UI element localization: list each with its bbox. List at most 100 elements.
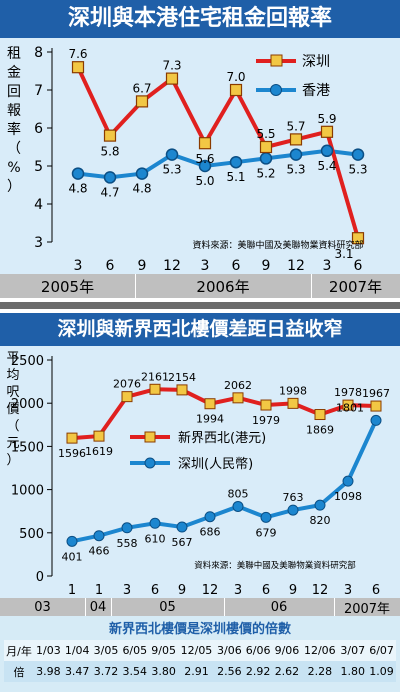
ratio-month: 9/06: [274, 644, 300, 657]
nt-data-label: 2062: [224, 379, 252, 392]
sz-data-label: 7.0: [226, 70, 245, 84]
legend-sz-label: 深圳(人民幣): [178, 457, 253, 472]
y-tick-label: 7: [34, 83, 43, 99]
sz-data-label: 5.5: [256, 127, 275, 141]
y-axis-label-char: 均: [6, 368, 19, 383]
x-tick-label: 6: [232, 258, 241, 274]
ratio-month: 12/05: [180, 644, 213, 657]
sz-data-label: 6.7: [132, 81, 151, 95]
sz-data-label: 7.6: [68, 47, 87, 61]
ratio-value: 2.91: [184, 665, 209, 678]
ratio-month: 1/04: [64, 644, 90, 657]
hk-point: [103, 171, 117, 184]
y-axis-label-char: 元: [6, 436, 19, 451]
y-tick-label: 4: [34, 197, 43, 213]
sz-point: [165, 72, 179, 85]
nt-point: [314, 409, 326, 421]
legend-nt-label: 新界西北(港元): [178, 430, 266, 446]
x-tick-label: 6: [354, 258, 363, 274]
sz-data-label: 558: [117, 537, 138, 550]
nt-point: [342, 399, 354, 411]
nt-point: [93, 430, 105, 442]
hk-data-label: 5.1: [226, 170, 245, 184]
sz-point: [71, 61, 85, 74]
legend-nt-marker: [144, 431, 156, 443]
nt-data-label: 2161: [141, 370, 169, 383]
hk-point: [71, 167, 85, 180]
hk-data-label: 5.2: [256, 166, 275, 180]
top-chart: 租金回報率 （% ） 3 4 5 6 7 8 3 6 9 12 3 6 9 12 3 6 4.8 4.7 4.8 5.3 5.…: [7, 45, 368, 274]
ratio-value: 3.72: [93, 665, 119, 678]
y-axis-label-char: （: [6, 419, 19, 434]
hk-point: [229, 155, 243, 169]
sz-point: [149, 517, 161, 529]
y-axis-label-char: 報: [7, 103, 21, 119]
ratio-value: 3.98: [36, 665, 61, 678]
year-separator: [111, 598, 112, 616]
year-2007: 2007年: [343, 601, 391, 617]
nt-data-label: 1596: [58, 447, 86, 460]
x-tick-label: 3: [344, 583, 352, 598]
year-separator: [311, 274, 312, 298]
ratio-month: 6/05: [122, 644, 148, 657]
nt-data-label: 1619: [85, 445, 113, 458]
nt-point: [260, 399, 272, 411]
y-tick-label: 2500: [11, 354, 44, 369]
panel-divider: [0, 302, 400, 309]
y-axis-label-char: ）: [7, 179, 21, 195]
nt-data-label: 1994: [196, 413, 224, 426]
ratio-value: 3.47: [64, 665, 90, 678]
hk-point: [259, 152, 273, 165]
y-tick-label: 0: [36, 570, 44, 585]
top-title-bar: 深圳與本港住宅租金回報率: [0, 0, 400, 38]
bottom-chart-area: [0, 346, 400, 598]
hk-point: [165, 148, 179, 161]
ratio-row-values: 倍 3.98 3.47 3.72 3.54 3.80 2.91 2.56 2.9…: [4, 661, 396, 682]
ratio-value: 1.09: [369, 665, 394, 678]
x-tick-label: 6: [372, 583, 380, 598]
year-03: 03: [34, 599, 51, 615]
sz-point: [103, 129, 117, 142]
nt-data-label: 1998: [279, 384, 307, 397]
sz-data-label: 763: [283, 491, 304, 504]
y-axis-label-char: 金: [7, 65, 21, 81]
sz-point: [342, 475, 354, 487]
sz-data-label: 5.6: [195, 152, 214, 166]
hk-point: [198, 159, 212, 173]
bottom-chart-title: 深圳與新界西北樓價差距日益收窄: [57, 318, 343, 340]
sz-point: [320, 125, 334, 138]
source-note: 資料來源：美聯中國及美聯物業資料研究部: [192, 239, 363, 251]
nt-point: [287, 397, 299, 409]
sz-point: [232, 500, 244, 512]
x-tick-label: 6: [106, 258, 115, 274]
ratio-value: 3.80: [151, 665, 176, 678]
sz-point: [259, 140, 273, 154]
nt-point: [149, 383, 161, 395]
sz-point: [66, 535, 78, 547]
bottom-title-bar: 深圳與新界西北樓價差距日益收窄: [0, 313, 400, 346]
x-tick-label: 1: [68, 583, 76, 598]
hk-point: [351, 148, 365, 161]
y-tick-label: 6: [34, 121, 43, 137]
sz-data-label: 567: [172, 536, 193, 549]
y-tick-label: 1000: [11, 484, 44, 499]
hk-data-label: 4.8: [68, 182, 87, 196]
y-axis-label-char: 租: [7, 46, 21, 62]
y-axis-label-char: （: [7, 141, 21, 157]
bottom-year-bar: 03 04 05 06 2007年: [0, 598, 400, 617]
legend-sz-label: 深圳: [302, 54, 330, 70]
year-05: 05: [159, 599, 176, 615]
hk-series-line: [77, 148, 359, 180]
sz-point: [176, 521, 188, 533]
x-tick-label: 9: [289, 583, 297, 598]
legend-hk-label: 香港: [302, 83, 330, 99]
nt-point: [66, 432, 78, 444]
sz-point: [260, 511, 272, 523]
ratio-month: 1/03: [36, 644, 61, 657]
hk-data-label: 4.7: [100, 185, 119, 199]
sz-data-label: 1098: [334, 490, 362, 503]
hk-point: [320, 144, 334, 158]
ratio-month: 3/06: [217, 644, 242, 657]
hk-data-label: 4.8: [132, 182, 151, 196]
